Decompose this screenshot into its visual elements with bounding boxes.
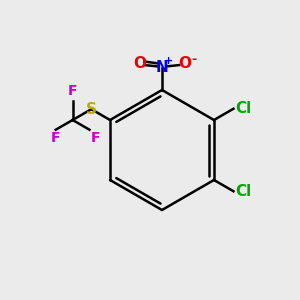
Text: F: F [91,131,100,145]
Text: N: N [156,60,168,75]
Text: -: - [191,52,196,66]
Text: F: F [68,84,77,98]
Text: Cl: Cl [235,101,251,116]
Text: F: F [51,131,61,145]
Text: +: + [164,56,173,66]
Text: Cl: Cl [235,184,251,199]
Text: O: O [133,56,146,71]
Text: S: S [86,102,97,117]
Text: O: O [178,56,191,71]
